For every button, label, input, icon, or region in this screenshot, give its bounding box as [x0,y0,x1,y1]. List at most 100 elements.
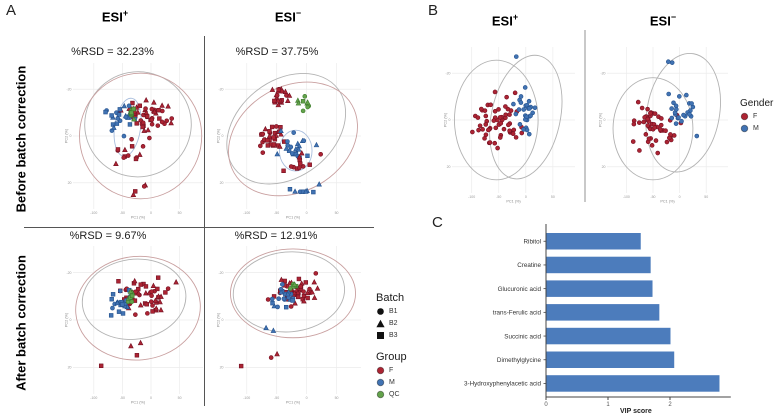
svg-text:20: 20 [602,165,606,169]
svg-text:-50: -50 [274,211,279,215]
svg-text:-100: -100 [243,211,250,215]
panel-b-esi-pos-title: ESI+ [445,12,565,28]
svg-text:-50: -50 [120,211,125,215]
svg-text:0: 0 [306,396,308,400]
svg-text:-100: -100 [623,195,630,199]
legend-item: B1 [376,307,404,316]
esi-base: ESI [274,9,296,25]
rsd-before-esi-pos: %RSD = 32.23% [71,46,154,58]
svg-text:50: 50 [335,211,339,215]
legend-item-label: F [389,367,394,374]
svg-text:20: 20 [68,181,72,185]
svg-text:PC1 (%): PC1 (%) [131,401,146,405]
svg-text:20: 20 [220,366,224,370]
svg-text:-20: -20 [600,71,605,75]
svg-text:50: 50 [551,195,555,199]
legend-item: B3 [376,331,404,340]
svg-text:0: 0 [306,211,308,215]
svg-text:-100: -100 [468,195,475,199]
row-label-before-correction: Before batch correction [13,65,29,213]
svg-text:-100: -100 [90,211,97,215]
svg-text:2: 2 [668,402,672,408]
esi-sup: + [512,12,519,22]
triangle-marker-icon [376,319,385,328]
svg-text:PC2 (%): PC2 (%) [65,312,69,327]
svg-text:PC2 (%): PC2 (%) [65,128,69,143]
svg-text:0: 0 [525,195,527,199]
svg-text:PC2 (%): PC2 (%) [217,128,221,143]
esi-base: ESI [491,13,513,29]
svg-text:Dimethylglycine: Dimethylglycine [497,357,542,364]
svg-text:1: 1 [606,402,610,408]
panel-a-column-divider [204,36,205,406]
legend-item-label: B2 [389,320,398,327]
legend-item-label: QC [389,391,400,398]
row-label-after-correction: After batch correction [13,255,29,391]
vip-bar-chart: 0 1 2 VIP score Ribitol Creatine Glucuronic ac… [425,212,776,413]
scatter-before-esi-neg: -100 -50 0 50 -20 0 20 PC1 (%) PC2 (%) [216,60,364,220]
svg-text:-20: -20 [66,87,71,91]
legend-gender: Gender F M [740,98,773,136]
svg-text:-20: -20 [66,271,71,275]
scatter-gender-esi-pos: -100 -50 0 50 -20 0 20 PC1 (%) PC2 (%) [443,44,578,204]
svg-text:-100: -100 [243,396,250,400]
panel-b-label: B [428,2,439,19]
svg-text:0: 0 [449,118,451,122]
svg-text:0: 0 [222,318,224,322]
svg-text:0: 0 [70,318,72,322]
svg-text:PC1 (%): PC1 (%) [286,216,301,220]
esi-base: ESI [101,9,123,25]
legend-item-label: B1 [389,308,398,315]
svg-text:0: 0 [544,402,548,408]
rsd-before-esi-neg: %RSD = 37.75% [235,46,319,58]
svg-text:3-Hydroxyphenylacetic acid: 3-Hydroxyphenylacetic acid [464,381,541,388]
svg-text:50: 50 [704,195,708,199]
svg-text:-50: -50 [496,195,501,199]
rsd-after-esi-pos: %RSD = 9.67% [69,230,147,242]
legend-item-label: B3 [389,332,398,339]
square-marker-icon [377,332,384,339]
legend-item: F [376,366,407,375]
esi-sup: − [670,12,677,22]
svg-text:0: 0 [150,396,152,400]
scatter-after-esi-neg: -100 -50 0 50 -20 0 20 PC1 (%) PC2 (%) [216,243,364,405]
scatter-gender-esi-neg: -100 -50 0 50 -20 0 20 PC1 (%) PC2 (%) [598,44,731,204]
svg-text:PC2 (%): PC2 (%) [217,312,221,327]
svg-text:-20: -20 [445,71,450,75]
legend-item: QC [376,390,407,399]
svg-text:Ribitol: Ribitol [524,238,542,245]
svg-text:0: 0 [150,211,152,215]
panel-a-esi-neg-title: ESI− [228,8,348,24]
svg-text:-100: -100 [90,396,97,400]
panel-b-column-divider [584,30,586,202]
legend-item: M [376,378,407,387]
svg-text:PC1 (%): PC1 (%) [660,200,675,204]
scatter-after-esi-pos: -100 -50 0 50 -20 0 20 PC1 (%) PC2 (%) [64,243,206,405]
svg-text:50: 50 [335,396,339,400]
scatter-before-esi-pos: -100 -50 0 50 -20 0 20 PC1 (%) PC2 (%) [64,60,206,220]
legend-title: Gender [740,98,774,109]
panel-a-label: A [6,2,17,19]
svg-text:PC2 (%): PC2 (%) [444,112,448,127]
svg-text:PC1 (%): PC1 (%) [286,401,301,405]
legend-item: B2 [376,319,404,328]
legend-item-label: F [753,113,758,120]
esi-sup: + [122,8,129,18]
svg-text:50: 50 [178,211,182,215]
panel-a-row-divider [24,227,374,228]
svg-text:50: 50 [178,396,182,400]
legend-batch: Batch B1 B2 B3 [376,292,404,343]
legend-title: Group [376,351,407,363]
svg-text:-20: -20 [218,271,223,275]
svg-text:VIP score: VIP score [620,408,652,413]
panel-a-esi-pos-title: ESI+ [55,8,175,24]
legend-item: F [740,112,773,121]
svg-text:-50: -50 [274,396,279,400]
svg-text:0: 0 [70,134,72,138]
legend-group: Group F M QC [376,351,407,402]
svg-text:0: 0 [222,134,224,138]
rsd-after-esi-neg: %RSD = 12.91% [234,230,318,242]
svg-text:-20: -20 [218,87,223,91]
svg-text:PC2 (%): PC2 (%) [599,112,603,127]
